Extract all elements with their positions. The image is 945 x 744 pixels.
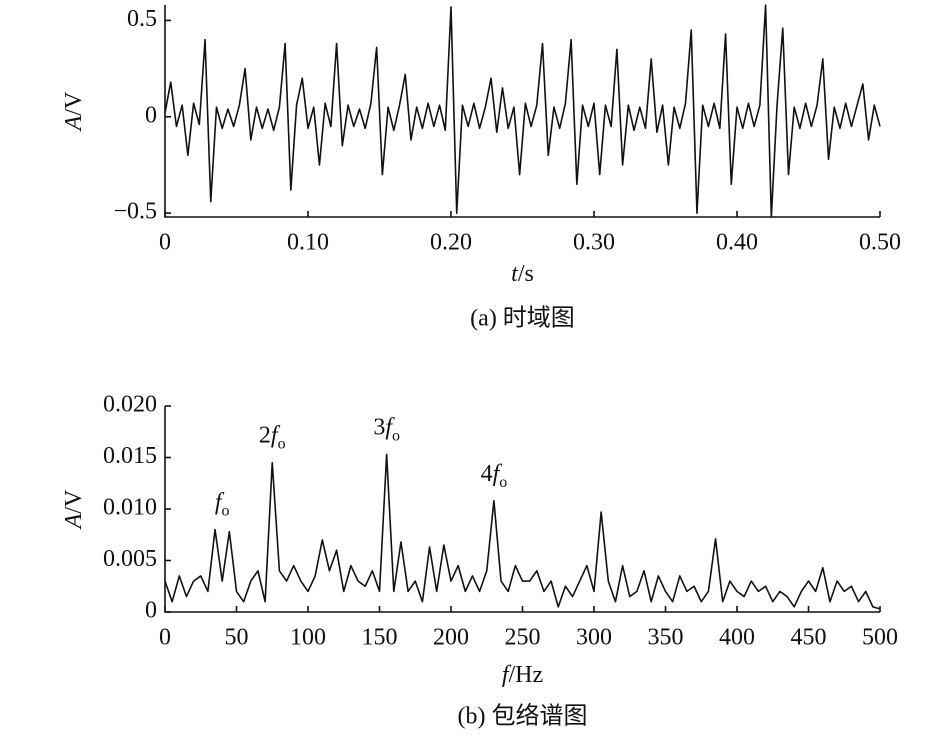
- x-tick-label: 0: [159, 230, 171, 256]
- y-tick-label: 0.015: [103, 443, 157, 469]
- x-tick-label: 150: [362, 625, 398, 651]
- x-tick-label: 0.20: [430, 230, 472, 256]
- x-axis-unit: /Hz: [509, 662, 544, 688]
- x-tick-label: 100: [290, 625, 326, 651]
- y-axis-label: A/V: [61, 91, 87, 132]
- y-axis-symbol: A: [61, 513, 87, 530]
- y-axis-symbol: A: [61, 115, 87, 132]
- annotation-symbol: f: [271, 422, 281, 448]
- peak-annotation: fo: [215, 489, 230, 519]
- annotation-symbol: f: [215, 489, 225, 515]
- y-axis-unit: /V: [61, 489, 87, 514]
- y-tick-label: 0: [145, 598, 157, 624]
- annotation-symbol: f: [493, 460, 503, 486]
- x-tick-label: 0.50: [859, 230, 901, 256]
- y-tick-label: 0: [145, 102, 157, 128]
- x-tick-label: 50: [225, 625, 249, 651]
- x-axis-label: t/s: [511, 261, 534, 287]
- x-tick-label: 450: [791, 625, 827, 651]
- annotation-subscript: o: [278, 435, 286, 452]
- x-axis-unit: /s: [518, 261, 534, 287]
- x-tick-label: 500: [862, 625, 898, 651]
- x-tick-label: 200: [433, 625, 469, 651]
- x-tick-label: 0.30: [573, 230, 615, 256]
- caption: (b) 包络谱图: [458, 703, 588, 730]
- x-axis-label: f/Hz: [502, 662, 543, 688]
- y-tick-label: −0.5: [113, 199, 157, 225]
- y-tick-label: 0.5: [127, 6, 157, 32]
- y-tick-label: 0.005: [103, 546, 157, 572]
- y-tick-label: 0.020: [103, 392, 157, 418]
- annotation-prefix: 3: [373, 414, 385, 440]
- x-tick-label: 0.10: [287, 230, 329, 256]
- annotation-prefix: 4: [481, 460, 493, 486]
- y-axis-unit: /V: [61, 91, 87, 116]
- signal-line: [164, 4, 881, 218]
- x-tick-label: 250: [505, 625, 541, 651]
- annotation-symbol: f: [385, 414, 395, 440]
- x-tick-label: 300: [576, 625, 612, 651]
- peak-annotation: 4fo: [481, 460, 508, 490]
- x-axis-symbol: t: [511, 261, 519, 287]
- annotation-prefix: 2: [259, 422, 271, 448]
- x-tick-label: 350: [648, 625, 684, 651]
- annotation-subscript: o: [392, 427, 400, 444]
- subplot: −0.500.50 0.10 0.20 0.30 0.40 0.50t/sA/V(a) 时…: [61, 4, 901, 332]
- peak-annotation: 2fo: [259, 422, 286, 452]
- caption: (a) 时域图: [470, 305, 575, 332]
- annotation-subscript: o: [222, 502, 230, 519]
- y-tick-label: 0.010: [103, 495, 157, 521]
- subplot: 0 0.005 0.010 0.015 0.020 0 50 100 150 200 250 300 3…: [61, 392, 899, 730]
- x-tick-label: 0: [159, 625, 171, 651]
- annotation-subscript: o: [499, 473, 507, 490]
- x-tick-label: 0.40: [716, 230, 758, 256]
- peak-annotation: 3fo: [373, 414, 400, 444]
- x-axis-symbol: f: [502, 662, 512, 688]
- y-axis-label: A/V: [61, 489, 87, 530]
- x-tick-label: 400: [719, 625, 755, 651]
- signal-line: [164, 453, 881, 610]
